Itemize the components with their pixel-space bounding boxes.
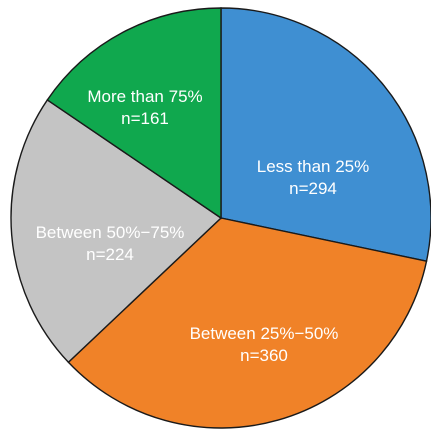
pie-slice bbox=[10, 98, 223, 364]
slice-category: More than 75% bbox=[87, 87, 202, 106]
pie-slice bbox=[220, 7, 431, 263]
slice-count: n=224 bbox=[86, 245, 134, 264]
slice-label: Between 25%−50% n=360 bbox=[190, 324, 339, 365]
pie-slice bbox=[46, 7, 222, 220]
pie-slices bbox=[10, 7, 431, 429]
slice-count: n=294 bbox=[289, 179, 337, 198]
pie-slice bbox=[67, 217, 428, 429]
slice-count: n=161 bbox=[121, 109, 169, 128]
slice-category: Between 25%−50% bbox=[190, 324, 339, 343]
slice-category: Less than 25% bbox=[257, 157, 369, 176]
slice-label: Less than 25% n=294 bbox=[257, 157, 369, 198]
slice-label: More than 75% n=161 bbox=[87, 87, 202, 128]
slice-label: Between 50%−75% n=224 bbox=[36, 223, 185, 264]
slice-category: Between 50%−75% bbox=[36, 223, 185, 242]
slice-count: n=360 bbox=[240, 346, 288, 365]
